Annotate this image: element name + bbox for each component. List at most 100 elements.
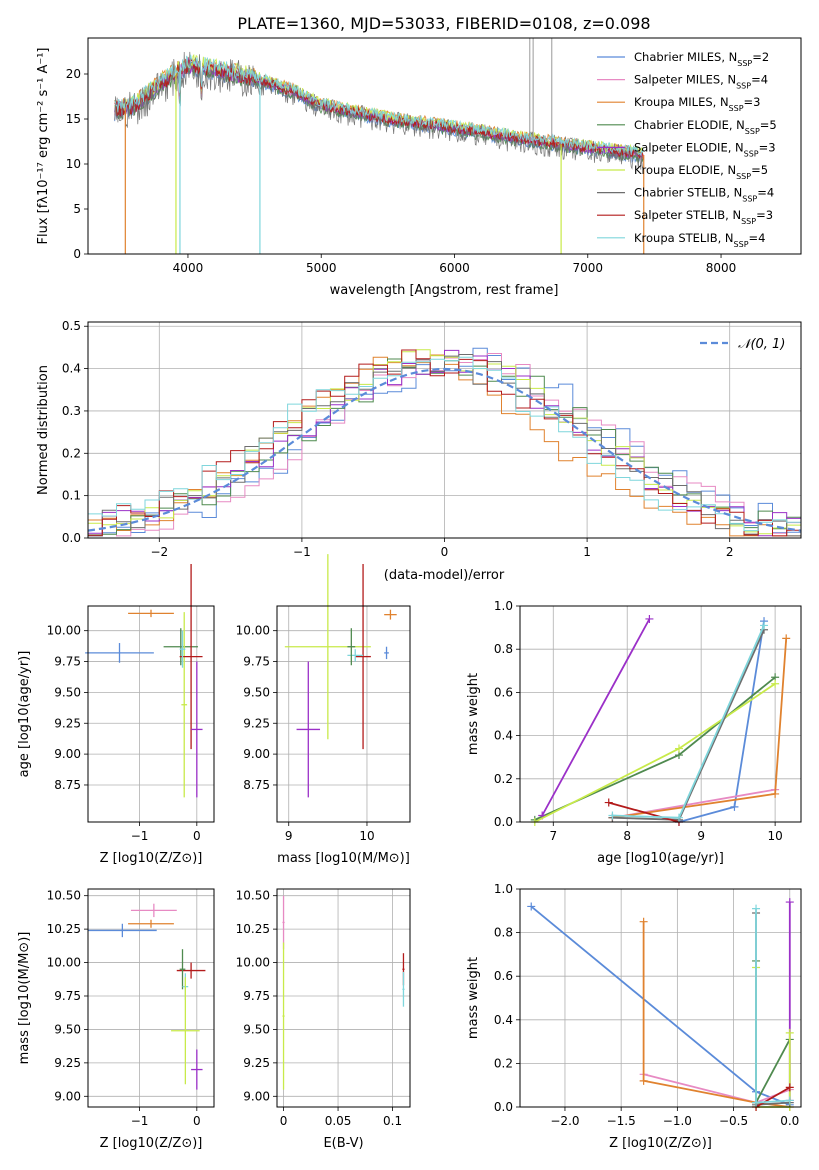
y-tick-label: 0.3 <box>62 404 81 418</box>
legend-label: Salpeter STELIB, NSSP=3 <box>634 208 773 226</box>
y-tick-label: 10.00 <box>47 624 81 638</box>
y-tick-label: 8.75 <box>54 778 81 792</box>
mass-weight-marker <box>785 898 794 907</box>
figure-title: PLATE=1360, MJD=53033, FIBERID=0108, z=0… <box>237 14 650 33</box>
x-tick-label: 9 <box>697 829 705 843</box>
y-tick-label: 9.75 <box>243 655 270 669</box>
spectrum-panel: 4000 5000 6000 7000 8000 0 5 10 15 20 wavelength [… <box>36 37 802 298</box>
y-tick-label: 9.00 <box>54 1089 81 1103</box>
mass-weight-line <box>755 908 790 1104</box>
x-tick-label: 0.0 <box>780 1114 799 1128</box>
x-tick-label: 0 <box>280 1114 288 1128</box>
mass-vs-metallicity-panel: −1 0 9.00 9.25 9.50 9.75 10.00 10.25 10.50 Z [log… <box>17 888 215 1151</box>
mass-weight-marker <box>674 813 683 822</box>
mass-weight-line <box>612 625 765 819</box>
y-tick-label: 9.75 <box>243 989 270 1003</box>
y-tick-label: 9.50 <box>54 685 81 699</box>
axes-frame <box>87 888 215 1108</box>
y-tick-label: 9.25 <box>54 1056 81 1070</box>
y-tick-label: 9.25 <box>243 716 270 730</box>
mass-weight-marker <box>752 904 761 913</box>
mass-vs-ebv-panel: 0 0.05 0.1 9.00 9.25 9.50 9.75 10.00 10.25 10.50 E… <box>236 888 411 1151</box>
normal-reference-curve <box>87 367 802 532</box>
mass-weight-vs-age-panel: 7 8 9 10 0.0 0.2 0.4 0.6 0.8 1.0 age [log10(age/yr… <box>466 599 802 866</box>
y-tick-label: 0.2 <box>62 446 81 460</box>
mass-weight-marker <box>782 634 791 643</box>
y-tick-label: 9.75 <box>54 655 81 669</box>
mass-weight-line <box>541 618 651 816</box>
y-tick-label: 10.00 <box>236 624 270 638</box>
x-tick-label: 0 <box>193 829 201 843</box>
x-tick-label: 0.1 <box>383 1114 402 1128</box>
legend: Chabrier MILES, NSSP=2 Salpeter MILES, NS… <box>597 50 777 248</box>
x-tick-label: 4000 <box>173 261 204 275</box>
y-tick-label: 0.0 <box>494 815 513 829</box>
mass-weight-marker <box>608 811 617 820</box>
y-tick-label: 9.25 <box>243 1056 270 1070</box>
y-tick-label: 9.50 <box>54 1022 81 1036</box>
y-axis-label: mass weight <box>466 957 481 1039</box>
mass-weight-line <box>642 921 790 1108</box>
x-tick-label: 10 <box>359 829 374 843</box>
axes-frame <box>87 321 802 539</box>
mass-weight-vs-metallicity-panel: −2.0 −1.5 −1.0 −0.5 0.0 0.0 0.2 0.4 0.6 0.8 1.0 Z [… <box>466 882 802 1151</box>
mass-weight-marker <box>527 902 536 911</box>
x-axis-label: age [log10(age/yr)] <box>597 851 724 866</box>
x-axis-label: Z [log10(Z/Z⊙)] <box>100 1136 203 1151</box>
x-tick-label: 5000 <box>306 261 337 275</box>
y-tick-label: 9.25 <box>54 716 81 730</box>
y-tick-label: 20 <box>66 67 81 81</box>
mass-weight-marker <box>752 1098 761 1107</box>
x-tick-label: 2 <box>726 545 734 559</box>
mass-weight-line <box>612 629 765 821</box>
x-axis-label: Z [log10(Z/Z⊙)] <box>609 1136 712 1151</box>
mass-weight-line <box>755 967 791 1108</box>
x-tick-label: 8 <box>623 829 631 843</box>
x-tick-label: −1 <box>131 1114 149 1128</box>
legend-label: Chabrier MILES, NSSP=2 <box>634 50 769 68</box>
mass-weight-marker <box>785 1083 794 1092</box>
mass-weight-line <box>612 638 788 819</box>
x-tick-label: 8000 <box>706 261 737 275</box>
y-tick-label: 0.2 <box>494 1056 513 1070</box>
x-tick-label: −0.5 <box>719 1114 748 1128</box>
y-tick-label: 5 <box>73 202 81 216</box>
y-tick-label: 10.00 <box>47 956 81 970</box>
x-tick-label: 0.05 <box>325 1114 352 1128</box>
y-tick-label: 10.50 <box>236 889 270 903</box>
y-tick-label: 1.0 <box>494 882 513 896</box>
legend-label: Chabrier ELODIE, NSSP=5 <box>634 118 777 136</box>
y-axis-label: mass [log10(M/M⊙)] <box>17 932 32 1065</box>
x-tick-label: −1.5 <box>607 1114 636 1128</box>
y-tick-label: 10.25 <box>236 922 270 936</box>
mass-weight-line <box>534 683 776 823</box>
y-tick-label: 1.0 <box>494 599 513 613</box>
x-tick-label: 7000 <box>572 261 603 275</box>
mass-weight-line <box>530 905 791 1106</box>
mass-weight-line <box>608 801 680 823</box>
y-tick-label: 0.8 <box>494 926 513 940</box>
y-tick-label: 8.75 <box>243 778 270 792</box>
x-axis-label: (data-model)/error <box>384 568 505 583</box>
legend-label: Chabrier STELIB, NSSP=4 <box>634 186 774 204</box>
mass-weight-marker <box>730 802 739 811</box>
x-tick-label: 7 <box>549 829 557 843</box>
y-tick-label: 10.25 <box>47 922 81 936</box>
legend-label: Salpeter MILES, NSSP=4 <box>634 73 768 91</box>
x-tick-label: 1 <box>583 545 591 559</box>
axes-frame <box>519 888 802 1108</box>
x-tick-label: −1 <box>293 545 311 559</box>
mass-weight-marker <box>785 1028 794 1037</box>
age-vs-mass-panel: 9 10 8.75 9.00 9.25 9.50 9.75 10.00 mass [log10(… <box>236 554 411 866</box>
x-tick-label: 0 <box>193 1114 201 1128</box>
y-tick-label: 9.00 <box>243 1089 270 1103</box>
x-axis-label: E(B-V) <box>323 1136 363 1151</box>
x-tick-label: −2 <box>150 545 168 559</box>
spectrum-line <box>114 51 644 170</box>
x-tick-label: 0 <box>441 545 449 559</box>
y-tick-label: 0.4 <box>62 362 81 376</box>
y-tick-label: 9.00 <box>54 747 81 761</box>
x-tick-label: 10 <box>767 829 782 843</box>
mass-weight-marker <box>785 1096 794 1105</box>
